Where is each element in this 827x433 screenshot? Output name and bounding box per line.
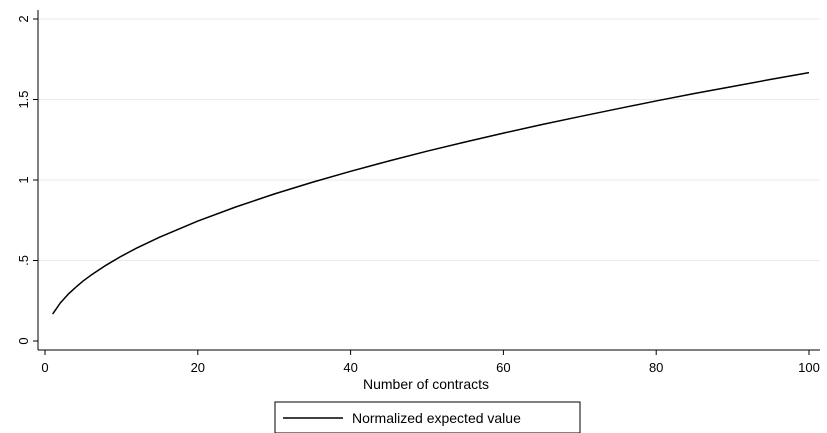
legend-label: Normalized expected value bbox=[352, 410, 521, 426]
x-tick-label: 80 bbox=[649, 360, 663, 375]
x-axis-title: Number of contracts bbox=[363, 376, 489, 392]
x-axis: 0 20 40 60 80 100 bbox=[38, 349, 820, 375]
x-tick-label: 60 bbox=[496, 360, 510, 375]
x-tick-label: 100 bbox=[798, 360, 820, 375]
x-tick-label: 0 bbox=[41, 360, 48, 375]
x-tick-label: 20 bbox=[191, 360, 205, 375]
legend: Normalized expected value bbox=[274, 401, 581, 433]
y-tick-label: 1.5 bbox=[16, 90, 31, 108]
y-tick-label: 0 bbox=[16, 337, 31, 344]
y-tick-label: 1 bbox=[16, 176, 31, 183]
y-tick-label: 2 bbox=[16, 15, 31, 22]
gridlines bbox=[38, 18, 820, 261]
y-axis: 0 .5 1 1.5 2 bbox=[16, 10, 39, 350]
series-layer bbox=[52, 71, 810, 315]
y-tick-label: .5 bbox=[16, 255, 31, 266]
x-tick-label: 40 bbox=[343, 360, 357, 375]
series-line-0 bbox=[52, 71, 810, 315]
